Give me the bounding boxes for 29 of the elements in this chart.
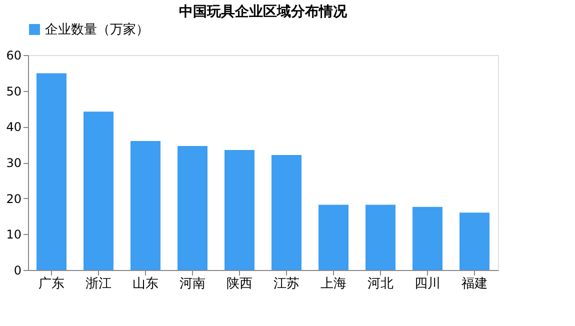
- bar: [224, 150, 254, 270]
- x-tick-label: 陕西: [226, 276, 252, 292]
- y-tick-label: 30: [6, 156, 22, 170]
- bar: [460, 212, 490, 270]
- bar: [178, 146, 208, 270]
- x-tick-label: 江苏: [274, 276, 300, 292]
- x-tick-label: 福建: [462, 276, 488, 292]
- y-tick-label: 40: [6, 120, 22, 134]
- bar: [84, 112, 114, 270]
- bar: [366, 204, 396, 270]
- x-tick-label: 上海: [320, 276, 346, 292]
- y-tick-label: 20: [6, 192, 22, 206]
- x-tick-label: 广东: [38, 276, 64, 292]
- legend-label: 企业数量（万家）: [45, 22, 149, 38]
- y-tick-label: 10: [6, 228, 22, 242]
- y-tick-label: 0: [14, 264, 22, 278]
- bar: [130, 141, 160, 270]
- x-tick-label: 四川: [414, 276, 440, 292]
- bar: [272, 154, 302, 270]
- bar: [36, 73, 66, 270]
- chart-title: 中国玩具企业区域分布情况: [179, 4, 348, 20]
- y-tick-label: 60: [6, 48, 22, 62]
- x-tick-label: 浙江: [86, 276, 112, 292]
- bar: [318, 204, 348, 270]
- x-tick-label: 河北: [368, 276, 394, 292]
- y-tick-label: 50: [6, 84, 22, 98]
- bar: [412, 206, 442, 270]
- x-tick-label: 山东: [132, 276, 158, 292]
- x-tick-label: 河南: [180, 276, 206, 292]
